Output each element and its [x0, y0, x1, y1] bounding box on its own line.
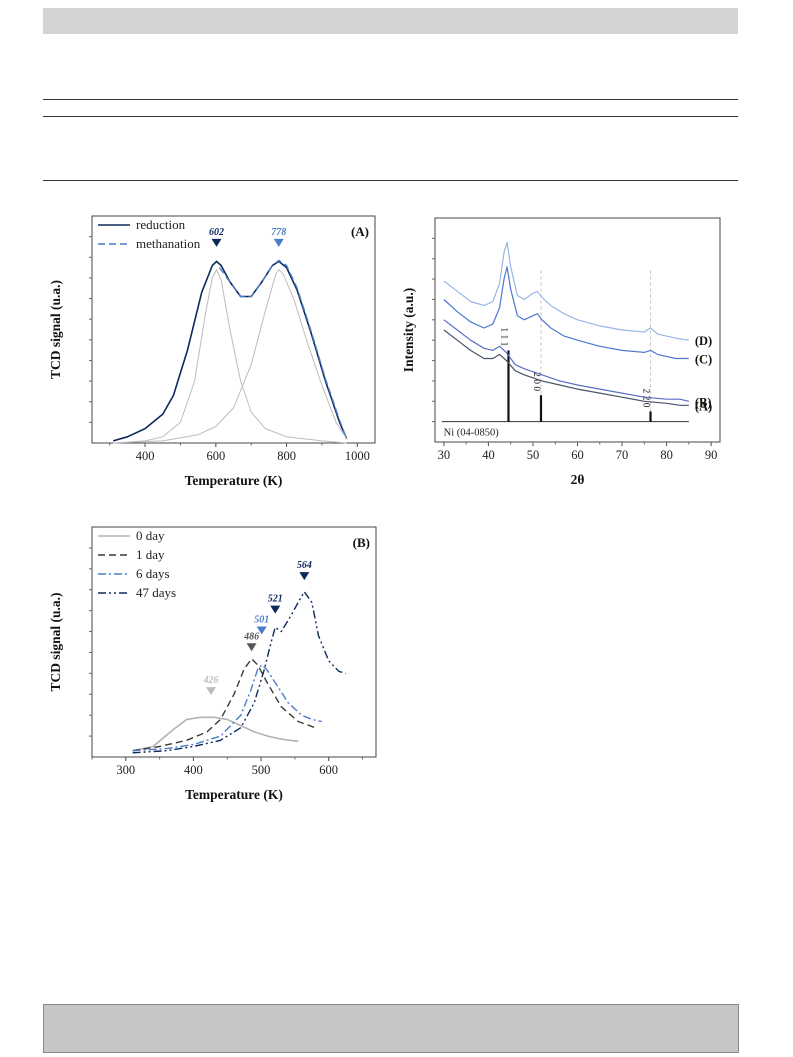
series-line: [132, 716, 299, 752]
y-axis-label: TCD signal (u.a.): [48, 280, 63, 379]
series-line: [132, 658, 316, 752]
x-tick-label: 50: [527, 448, 540, 462]
x-tick-label: 40: [482, 448, 495, 462]
x-tick-label: 500: [252, 763, 271, 777]
x-tick-label: 600: [319, 763, 338, 777]
y-axis-label: TCD signal (u.a.): [48, 592, 63, 691]
x-tick-label: 90: [705, 448, 718, 462]
series-label: (C): [695, 353, 712, 367]
series-line: [443, 329, 689, 406]
peak-marker-label: 564: [297, 560, 312, 571]
legend-label: 6 days: [136, 566, 170, 581]
series-line: [443, 319, 689, 402]
panel-label: (A): [351, 224, 369, 239]
peak-marker: [256, 626, 267, 635]
series-line: [132, 591, 346, 754]
table-bottom-rule: [43, 180, 738, 181]
series-label: (A): [695, 399, 712, 413]
x-axis-label: Temperature (K): [185, 787, 283, 802]
x-tick-label: 400: [184, 763, 203, 777]
series-line: [443, 266, 689, 360]
legend-label: 1 day: [136, 547, 165, 562]
reference-peak-label: 2 2 0: [641, 388, 651, 407]
reference-label: Ni (04-0850): [444, 428, 500, 439]
tpr-chart-b: 300 400 500 600 Temperature (K) TCD signal (u…: [48, 526, 377, 802]
footer-bar: [43, 1004, 739, 1053]
peak-marker-label: 521: [268, 594, 283, 605]
series-line: [443, 241, 689, 341]
peak-marker: [273, 238, 284, 247]
x-tick-label: 600: [206, 449, 225, 463]
x-tick-label: 70: [616, 448, 629, 462]
peak-marker-label: 426: [203, 675, 219, 686]
header-bar: [43, 8, 738, 34]
table-top-rule: [43, 99, 738, 100]
plot-frame: [91, 215, 376, 444]
reference-peak-label: 1 1 1: [498, 327, 508, 346]
plot-frame: [91, 526, 377, 758]
x-tick-label: 60: [571, 448, 584, 462]
x-axis-label: 2θ: [571, 472, 585, 487]
series-line: [112, 260, 348, 442]
y-axis-label: Intensity (a.u.): [401, 288, 416, 372]
legend-label: 47 days: [136, 585, 176, 600]
x-tick-label: 400: [136, 449, 155, 463]
peak-marker: [299, 572, 310, 581]
series-label: (B): [695, 395, 712, 409]
peak-marker-label: 501: [254, 615, 269, 626]
peak-marker-label: 778: [271, 227, 286, 238]
series-line: [218, 259, 348, 440]
peak-marker-label: 602: [209, 227, 224, 238]
legend-label: reduction: [136, 217, 186, 232]
peak-marker: [270, 605, 281, 614]
x-axis-label: Temperature (K): [185, 473, 283, 488]
peak-marker: [206, 687, 217, 696]
x-tick-label: 80: [660, 448, 673, 462]
peak-marker-label: 486: [243, 631, 259, 642]
legend-label: 0 day: [136, 528, 165, 543]
reference-peak-label: 2 0 0: [531, 372, 541, 391]
series-label: (D): [695, 334, 712, 348]
xrd-chart: 30 40 50 60 70 80 90 2θ Intensity (a.u.) 1 1 1 2 0…: [401, 217, 721, 487]
x-tick-label: 30: [438, 448, 451, 462]
tpr-chart-a: 400 600 800 1000 Temperature (K) TCD signal (…: [48, 215, 376, 488]
table-header-rule: [43, 116, 738, 117]
series-line: [113, 269, 348, 444]
peak-marker: [246, 643, 257, 652]
legend-label: methanation: [136, 236, 201, 251]
panel-label: (B): [353, 535, 370, 550]
peak-marker: [211, 238, 222, 247]
x-tick-label: 300: [116, 763, 135, 777]
series-line: [132, 664, 323, 752]
plot-frame: [434, 217, 721, 443]
x-tick-label: 1000: [345, 449, 370, 463]
series-line: [113, 269, 347, 444]
x-tick-label: 800: [277, 449, 296, 463]
